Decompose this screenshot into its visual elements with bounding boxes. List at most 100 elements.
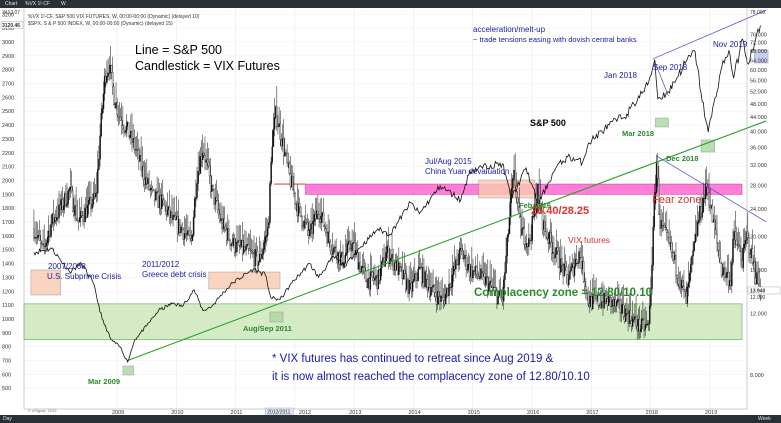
vix-candles <box>33 45 762 340</box>
vix-candle-body <box>292 176 294 191</box>
vix-candle-body <box>257 261 260 266</box>
vix-candle-body <box>62 205 65 210</box>
vix-candle-body <box>400 266 402 268</box>
time-tick-label: 2019 <box>705 410 717 416</box>
vix-candle-body <box>265 235 268 237</box>
vix-candle-body <box>176 216 179 234</box>
time-highlight-label: 2012/2011 <box>267 410 290 416</box>
vix-candle-body <box>128 136 131 138</box>
vix-candle-body <box>736 244 739 246</box>
vix-candle-body <box>419 266 422 269</box>
vix-candle-body <box>167 206 170 211</box>
vix-candle-body <box>233 238 236 253</box>
vix-candle-body <box>189 235 191 239</box>
vix-candle-body <box>144 177 147 185</box>
vix-axis: 76.000 72.000 68.000 64.000 60.000 56.000 52.0… <box>746 8 781 409</box>
vix-candle-body <box>338 252 341 265</box>
vix-candle-body <box>653 203 656 228</box>
vix-candle-body <box>440 295 442 302</box>
tab-chart[interactable]: Chart <box>5 1 18 7</box>
status-right[interactable]: Week <box>758 416 771 422</box>
vix-candle-body <box>278 123 280 127</box>
vix-candle-body <box>347 240 350 244</box>
vix-tick-label: 16.000 <box>750 268 767 274</box>
vix-candle-body <box>442 296 445 301</box>
vix-candle-body <box>491 286 494 288</box>
vix-candle-body <box>160 194 163 210</box>
vix-candle-body <box>688 272 691 283</box>
vix-candle-body <box>482 271 484 274</box>
vix-candle-body <box>507 233 510 238</box>
vix-candle-body <box>521 228 523 236</box>
vix-candle-body <box>362 266 365 268</box>
vix-candle-body <box>236 241 238 252</box>
spx-tick-label: 2700 <box>2 82 14 88</box>
vix-candle-body <box>333 247 335 254</box>
vix-candle-body <box>286 153 288 163</box>
vix-candle-body <box>663 225 666 228</box>
vix-candle-body <box>642 318 644 320</box>
vix-candle-body <box>174 215 177 220</box>
complacency-label: Complacency zone = 12.80/10.10 <box>474 287 652 299</box>
period-selector[interactable]: W <box>61 1 66 7</box>
vix-candle-body <box>209 175 212 192</box>
vix-candle-body <box>164 204 166 207</box>
spx-tick-label: 800 <box>2 345 11 351</box>
vix-candle-body <box>341 252 343 256</box>
vix-candle-body <box>450 286 453 288</box>
vix-candle-body <box>677 278 679 285</box>
trendline-vix-resistance <box>656 155 767 223</box>
vix-candle-body <box>720 263 723 276</box>
vix-candle-body <box>277 126 279 128</box>
trendline-spx-support <box>127 120 767 362</box>
vix-candle-body <box>329 241 332 252</box>
vix-candle-body <box>691 255 693 265</box>
vix-tick-label: 68.000 <box>750 49 767 55</box>
vix-candle-body <box>399 262 401 267</box>
vix-candle-body <box>219 213 221 222</box>
vix-candle-body <box>548 232 551 245</box>
symbol-input[interactable]: %VX 1!-CF <box>25 1 51 7</box>
vix-candle-body <box>306 222 309 231</box>
status-left[interactable]: Day <box>3 416 12 422</box>
vix-candle-body <box>427 287 430 291</box>
vix-candle-body <box>86 204 89 218</box>
vix-candle-body <box>426 279 429 291</box>
vix-candle-body <box>131 131 133 143</box>
note-line-1: * VIX futures has continued to retreat s… <box>272 353 554 365</box>
vix-candle-body <box>374 278 376 281</box>
vix-candle-body <box>420 267 423 284</box>
vix-candle-body <box>358 262 360 270</box>
vix-candle-body <box>402 270 405 280</box>
vix-candle-body <box>686 286 689 304</box>
vix-candle-body <box>207 162 210 167</box>
vix-candle-body <box>334 246 336 249</box>
spx-tick-label: 2400 <box>2 123 14 129</box>
vix-candle-body <box>45 242 48 247</box>
spx-tick-label: 1900 <box>2 192 14 198</box>
vix-candle-body <box>735 239 738 246</box>
vix-candle-body <box>371 271 374 278</box>
vix-candle-body <box>468 264 471 277</box>
vix-candle-body <box>704 183 707 200</box>
vix-candle-body <box>739 245 741 252</box>
vix-candle-body <box>97 169 99 194</box>
vix-candle-body <box>360 267 362 273</box>
vix-candle-body <box>509 197 512 218</box>
vix-tick-label: 20.000 <box>750 234 767 240</box>
vix-candle-body <box>181 226 183 230</box>
yuan-label: China Yuan devaluation <box>425 167 509 176</box>
vix-candle-body <box>394 262 397 271</box>
vix-candle-body <box>710 205 713 209</box>
vix-candle-body <box>179 219 181 233</box>
vix-candle-body <box>102 93 105 109</box>
vix-candle-body <box>285 152 287 154</box>
vix-candle-body <box>516 197 519 203</box>
vix-candle-body <box>425 271 427 280</box>
vix-candle-body <box>390 257 392 262</box>
vix-candle-body <box>113 86 115 105</box>
vix-candle-body <box>192 217 195 236</box>
vix-candle-body <box>725 273 727 278</box>
vix-candle-body <box>731 262 733 286</box>
